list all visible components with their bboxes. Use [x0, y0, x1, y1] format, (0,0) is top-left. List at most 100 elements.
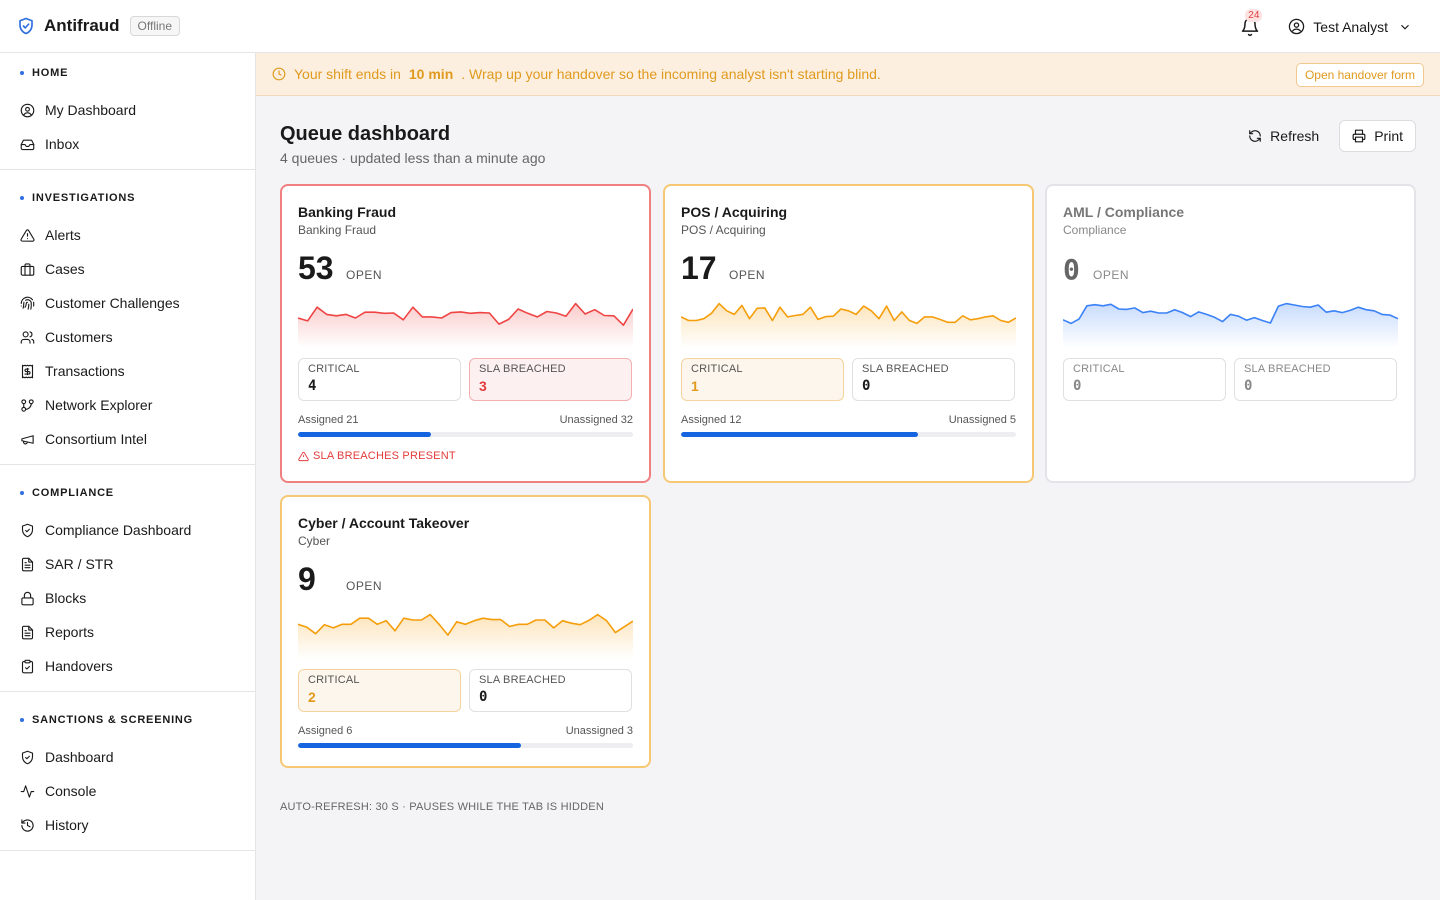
nav-section-title: COMPLIANCE [8, 473, 247, 513]
queue-card-pos-acquiring[interactable]: POS / Acquiring POS / Acquiring 17 OPEN CRIT… [663, 184, 1034, 483]
section-dot [20, 196, 24, 200]
sparkline-area [298, 303, 633, 348]
critical-label: CRITICAL [308, 363, 360, 375]
critical-value: 0 [1073, 378, 1082, 394]
activity-icon [20, 784, 35, 798]
sidebar-item-dashboard[interactable]: Dashboard [8, 740, 247, 774]
section-title-text: INVESTIGATIONS [32, 192, 136, 204]
app-name: Antifraud [44, 16, 120, 35]
print-label: Print [1374, 128, 1403, 144]
notifications-button[interactable]: 24 [1240, 8, 1263, 37]
sidebar-item-customers[interactable]: Customers [8, 320, 247, 354]
sidebar-item-consortium-intel[interactable]: Consortium Intel [8, 422, 247, 456]
queue-card-cyber-account-takeover[interactable]: Cyber / Account Takeover Cyber 9 OPEN CRITIC… [280, 495, 651, 768]
sparkline-line [298, 613, 633, 636]
sparkline-area [1063, 303, 1398, 348]
section-title-text: SANCTIONS & SCREENING [32, 714, 194, 726]
sidebar-item-label: Network Explorer [45, 397, 153, 413]
trend-sparkline [681, 302, 1016, 348]
sidebar-item-handovers[interactable]: Handovers [8, 649, 247, 683]
sidebar-item-reports[interactable]: Reports [8, 615, 247, 649]
open-handover-form-button[interactable]: Open handover form [1295, 63, 1424, 87]
history-icon [21, 818, 34, 832]
auto-refresh-note: AUTO-REFRESH: 30 S · PAUSES WHILE THE TA… [280, 801, 604, 813]
critical-value: 4 [308, 378, 317, 394]
print-button[interactable]: Print [1339, 120, 1416, 152]
open-count: 17 [681, 250, 717, 286]
briefcase-icon [20, 262, 35, 276]
refresh-button[interactable]: Refresh [1236, 120, 1331, 152]
sidebar-item-transactions[interactable]: Transactions [8, 354, 247, 388]
assignment-progress-fill [298, 743, 522, 748]
nav-section-title: SANCTIONS & SCREENING [8, 700, 247, 740]
sidebar-item-blocks[interactable]: Blocks [8, 581, 247, 615]
critical-stat: CRITICAL 2 [298, 669, 461, 712]
connection-status-badge: Offline [129, 16, 181, 36]
section-dot [20, 71, 24, 75]
trend-sparkline [298, 302, 633, 348]
megaphone-icon [21, 434, 34, 444]
sla-warning: SLA BREACHES PRESENT [298, 450, 456, 462]
banner-text-after: . Wrap up your handover so the incoming … [461, 66, 881, 82]
brand[interactable]: Antifraud Offline [17, 16, 181, 36]
user-circle-icon [20, 103, 35, 117]
shift-remaining-time: 10 min [408, 66, 454, 82]
assignment-progress [681, 432, 1016, 437]
unassigned-count: Unassigned 32 [559, 414, 633, 426]
file-text-icon [21, 625, 34, 639]
sidebar-item-customer-challenges[interactable]: Customer Challenges [8, 286, 247, 320]
open-label: OPEN [346, 579, 383, 593]
unassigned-count: Unassigned 3 [565, 725, 633, 737]
open-label: OPEN [346, 268, 383, 282]
sidebar-item-console[interactable]: Console [8, 774, 247, 808]
unassigned-count: Unassigned 5 [948, 414, 1016, 426]
sidebar-item-compliance-dashboard[interactable]: Compliance Dashboard [8, 513, 247, 547]
sla-breached-stat: SLA BREACHED 0 [469, 669, 632, 712]
sidebar-item-history[interactable]: History [8, 808, 247, 842]
sla-breached-stat: SLA BREACHED 3 [469, 358, 632, 401]
queue-subtitle: Cyber [298, 534, 331, 548]
assigned-count: Assigned 12 [681, 414, 742, 426]
trend-sparkline [298, 613, 633, 659]
assignment-progress-fill [681, 432, 918, 437]
queue-title: Banking Fraud [298, 204, 397, 220]
sidebar-item-network-explorer[interactable]: Network Explorer [8, 388, 247, 422]
shield-check-icon [21, 523, 34, 537]
sparkline-line [1063, 302, 1398, 325]
page-subtitle: 4 queues · updated less than a minute ag… [280, 150, 546, 166]
sidebar-item-label: Console [45, 783, 97, 799]
sidebar-item-label: Blocks [45, 590, 87, 606]
user-menu[interactable]: Test Analyst [1288, 18, 1412, 35]
queue-card-aml-compliance[interactable]: AML / Compliance Compliance 0 OPEN CRITICAL 0… [1045, 184, 1416, 483]
users-icon [20, 330, 35, 344]
git-branch-icon [21, 398, 34, 412]
sidebar-item-cases[interactable]: Cases [8, 252, 247, 286]
top-bar: Antifraud Offline 24 Test Analyst [0, 0, 1440, 53]
sidebar-item-alerts[interactable]: Alerts [8, 218, 247, 252]
shift-warning-banner: Your shift ends in 10 min . Wrap up your h… [256, 53, 1440, 96]
main-content: Queue dashboard 4 queues · updated less … [256, 96, 1440, 900]
sparkline-line [681, 302, 1016, 325]
sidebar-item-label: SAR / STR [45, 556, 114, 572]
page-title: Queue dashboard [280, 123, 451, 145]
file-text-icon [21, 557, 34, 571]
queue-title: POS / Acquiring [681, 204, 788, 220]
queue-title: Cyber / Account Takeover [298, 515, 470, 531]
assignment-progress-fill [298, 432, 431, 437]
sidebar-item-my-dashboard[interactable]: My Dashboard [8, 93, 247, 127]
assigned-count: Assigned 6 [298, 725, 353, 737]
queue-subtitle: Banking Fraud [298, 223, 377, 237]
trend-sparkline [1063, 302, 1398, 348]
sidebar-item-sar-str[interactable]: SAR / STR [8, 547, 247, 581]
sidebar-item-label: Dashboard [45, 749, 114, 765]
sidebar-item-label: History [45, 817, 89, 833]
sla-breached-value: 0 [479, 689, 488, 705]
section-dot [20, 718, 24, 722]
nav-section-home: HOME My Dashboard Inbox [0, 53, 255, 170]
critical-value: 1 [691, 378, 699, 394]
refresh-label: Refresh [1270, 128, 1320, 144]
queue-card-banking-fraud[interactable]: Banking Fraud Banking Fraud 53 OPEN CRITICAL… [280, 184, 651, 483]
open-count: 53 [298, 250, 334, 286]
sidebar-item-inbox[interactable]: Inbox [8, 127, 247, 161]
open-count: 9 [298, 561, 316, 597]
